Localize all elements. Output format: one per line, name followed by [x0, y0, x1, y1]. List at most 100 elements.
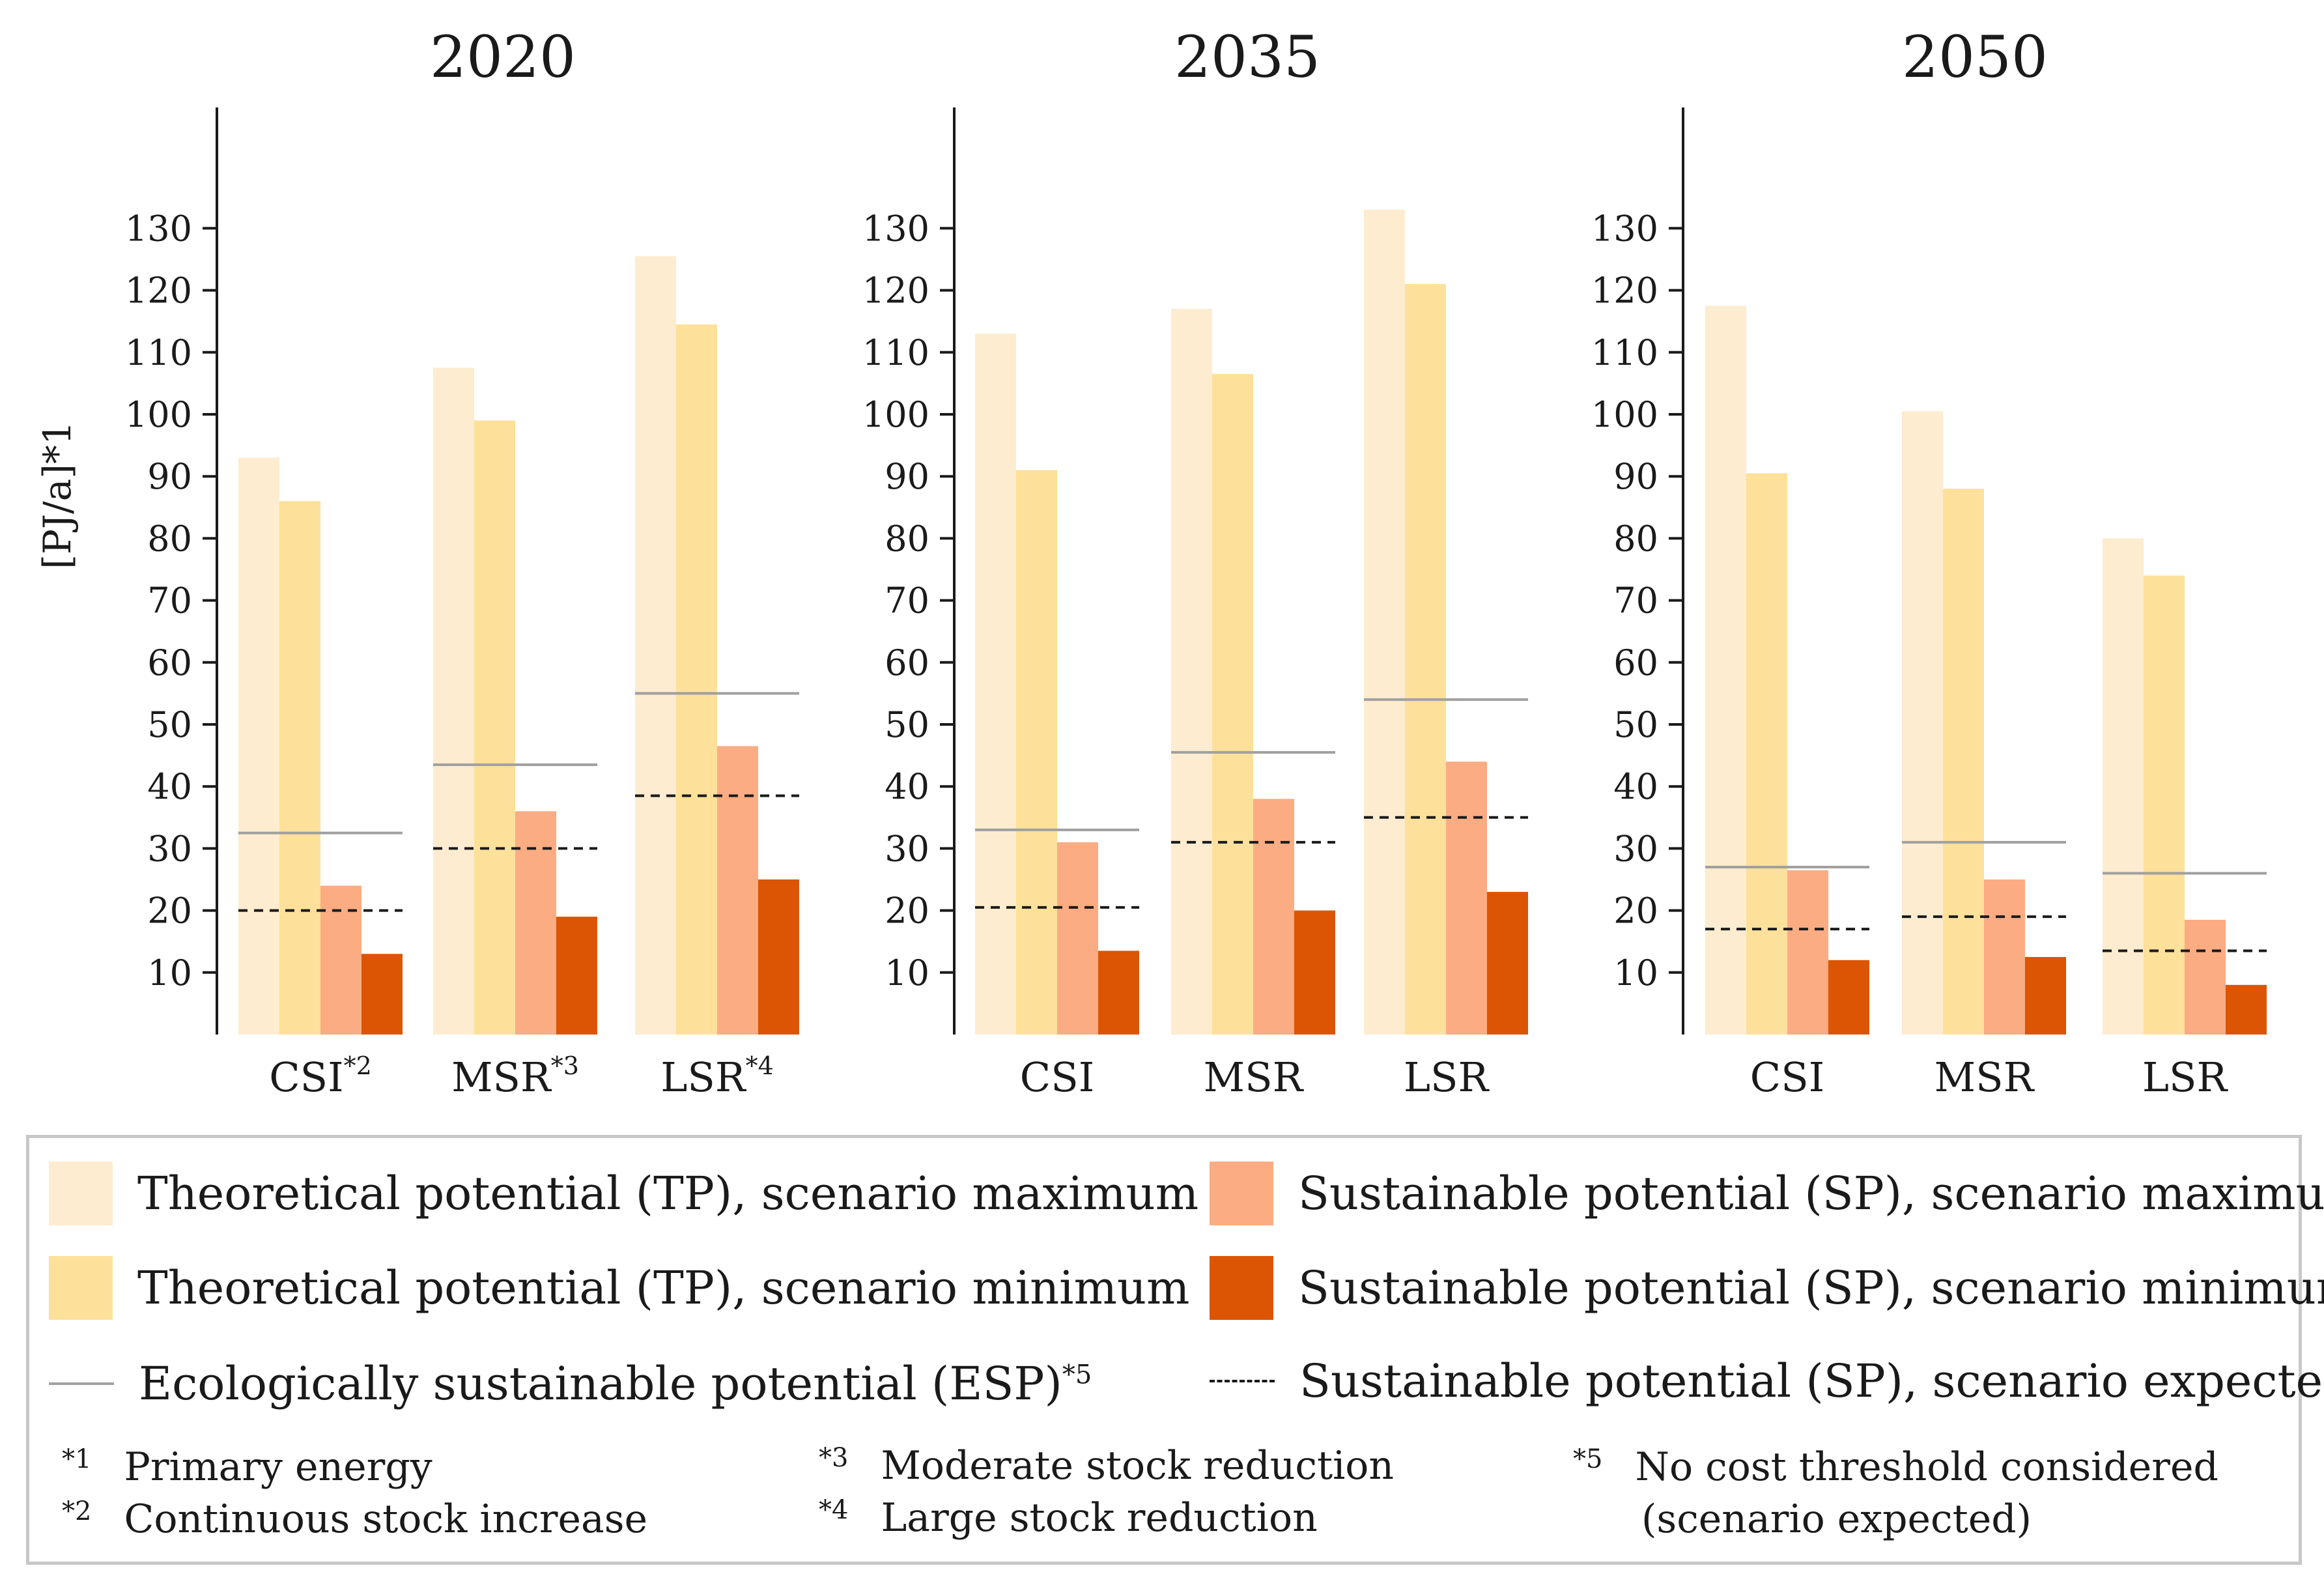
- y-tick-label-2020-100: 100: [125, 394, 192, 435]
- y-tick-label-2035-30: 30: [885, 828, 929, 869]
- category-name: LSR: [2142, 1053, 2229, 1101]
- category-name: LSR: [1404, 1053, 1490, 1101]
- panel-title-2035: 2035: [1174, 23, 1320, 91]
- legend-item-tp-max: Theoretical potential (TP), scenario max…: [49, 1158, 1198, 1229]
- category-label-2035-msr: MSR: [1204, 1053, 1305, 1101]
- y-tick-label-2050-80: 80: [1613, 518, 1658, 559]
- legend-label-sp-max: Sustainable potential (SP), scenario max…: [1298, 1167, 2324, 1220]
- panel-title-2020: 2020: [430, 23, 576, 91]
- y-tick-label-2050-50: 50: [1613, 704, 1658, 745]
- bar-2020-msr-sp-min: [556, 917, 597, 1035]
- tp-max-swatch: [49, 1162, 113, 1225]
- y-tick-label-2050-90: 90: [1613, 456, 1658, 497]
- y-tick-label-2035-10: 10: [885, 952, 929, 993]
- esp-line-swatch: [49, 1382, 114, 1385]
- panel-title-2050: 2050: [1902, 23, 2048, 91]
- footnote-5-mark: *5: [1573, 1444, 1603, 1474]
- bar-2035-lsr-sp-min: [1487, 892, 1528, 1035]
- legend-item-sp-expected: Sustainable potential (SP), scenario exp…: [1210, 1345, 2324, 1417]
- bar-2035-msr-sp-min: [1294, 910, 1335, 1035]
- y-tick-label-2035-50: 50: [885, 704, 929, 745]
- category-label-2020-csi: CSI*2: [269, 1051, 372, 1101]
- legend-item-esp: Ecologically sustainable potential (ESP)…: [49, 1348, 1092, 1420]
- y-tick-label-2020-40: 40: [147, 766, 192, 807]
- y-tick-label-2050-130: 130: [1591, 208, 1658, 249]
- footnote-5: *5 No cost threshold considered: [1573, 1444, 2218, 1490]
- y-tick-label-2050-70: 70: [1613, 580, 1658, 621]
- y-tick-label-2050-30: 30: [1613, 828, 1658, 869]
- category-name: MSR: [1934, 1053, 2035, 1101]
- y-tick-label-2050-40: 40: [1613, 766, 1658, 807]
- bar-2035-lsr-tp-max: [1364, 209, 1405, 1035]
- bar-2020-csi-sp-min: [361, 954, 403, 1035]
- category-name: LSR: [660, 1053, 747, 1101]
- bar-2035-lsr-tp-min: [1405, 284, 1446, 1035]
- y-tick-label-2035-110: 110: [862, 332, 929, 373]
- bar-2050-lsr-sp-min: [2226, 984, 2267, 1035]
- footnote-3-mark: *3: [819, 1443, 849, 1473]
- bar-2035-csi-tp-max: [975, 334, 1016, 1035]
- legend-esp-sup: *5: [1062, 1360, 1092, 1390]
- y-tick-label-2020-90: 90: [147, 456, 192, 497]
- bar-2050-csi-tp-max: [1705, 306, 1746, 1035]
- legend-item-sp-max: Sustainable potential (SP), scenario max…: [1210, 1158, 2324, 1229]
- bar-2020-csi-tp-min: [279, 501, 320, 1035]
- bar-2035-lsr-sp-max: [1446, 762, 1487, 1035]
- y-tick-label-2035-100: 100: [862, 394, 929, 435]
- y-tick-label-2035-120: 120: [862, 270, 929, 311]
- y-tick-label-2035-90: 90: [885, 456, 929, 497]
- bar-2050-csi-tp-min: [1746, 473, 1787, 1035]
- category-name: MSR: [1204, 1053, 1305, 1101]
- y-tick-label-2035-60: 60: [885, 642, 929, 683]
- category-superscript: *4: [746, 1051, 774, 1080]
- tp-min-swatch: [49, 1256, 113, 1320]
- legend-label-esp: Ecologically sustainable potential (ESP)…: [139, 1357, 1092, 1410]
- bar-2050-csi-sp-max: [1787, 870, 1828, 1035]
- legend-label-tp-min: Theoretical potential (TP), scenario min…: [137, 1261, 1190, 1315]
- category-superscript: *3: [551, 1051, 579, 1080]
- footnote-4: *4 Large stock reduction: [819, 1495, 1318, 1541]
- bar-2035-csi-sp-min: [1098, 950, 1139, 1035]
- y-tick-label-2020-60: 60: [147, 642, 192, 683]
- bar-2020-msr-sp-max: [515, 811, 556, 1035]
- footnote-1-mark: *1: [62, 1444, 92, 1474]
- footnote-5-cont: (scenario expected): [1641, 1496, 2032, 1542]
- footnote-3: *3 Moderate stock reduction: [819, 1443, 1394, 1489]
- bar-2050-lsr-tp-min: [2144, 575, 2185, 1035]
- y-tick-label-2035-130: 130: [862, 208, 929, 249]
- legend: Theoretical potential (TP), scenario max…: [26, 1135, 2324, 1565]
- y-tick-label-2035-20: 20: [885, 891, 929, 932]
- bar-2050-msr-tp-min: [1943, 489, 1984, 1035]
- y-tick-label-2020-120: 120: [125, 270, 192, 311]
- footnote-3-text: Moderate stock reduction: [881, 1443, 1395, 1489]
- footnote-4-mark: *4: [819, 1495, 849, 1525]
- bar-2035-msr-tp-min: [1212, 374, 1253, 1035]
- sp-min-swatch: [1210, 1256, 1273, 1320]
- bar-2050-msr-sp-max: [1984, 879, 2025, 1035]
- y-tick-label-2035-80: 80: [885, 518, 929, 559]
- category-label-2050-csi: CSI: [1750, 1053, 1824, 1101]
- footnote-2: *2 Continuous stock increase: [62, 1496, 647, 1542]
- bar-2050-msr-sp-min: [2025, 957, 2066, 1035]
- category-name: MSR: [451, 1053, 552, 1101]
- bar-2035-msr-tp-max: [1171, 309, 1212, 1035]
- category-label-2035-csi: CSI: [1020, 1053, 1094, 1101]
- y-tick-label-2050-20: 20: [1613, 891, 1658, 932]
- category-label-2050-msr: MSR: [1934, 1053, 2035, 1101]
- legend-item-sp-min: Sustainable potential (SP), scenario min…: [1210, 1252, 2324, 1324]
- footnote-5-text: No cost threshold considered: [1635, 1444, 2218, 1490]
- y-tick-label-2050-110: 110: [1591, 332, 1658, 373]
- bar-2050-lsr-sp-max: [2185, 919, 2226, 1035]
- y-tick-label-2020-130: 130: [125, 208, 192, 249]
- legend-label-tp-max: Theoretical potential (TP), scenario max…: [137, 1167, 1199, 1220]
- y-tick-label-2020-110: 110: [125, 332, 192, 373]
- bar-2020-lsr-sp-max: [717, 746, 758, 1035]
- y-tick-label-2020-30: 30: [147, 828, 192, 869]
- y-tick-label-2020-50: 50: [147, 704, 192, 745]
- footnote-1-text: Primary energy: [124, 1444, 432, 1490]
- bar-2035-csi-tp-min: [1016, 470, 1057, 1035]
- bar-2020-lsr-tp-max: [635, 256, 676, 1035]
- category-superscript: *2: [344, 1051, 372, 1080]
- bar-2035-msr-sp-max: [1253, 799, 1294, 1035]
- legend-item-tp-min: Theoretical potential (TP), scenario min…: [49, 1252, 1189, 1324]
